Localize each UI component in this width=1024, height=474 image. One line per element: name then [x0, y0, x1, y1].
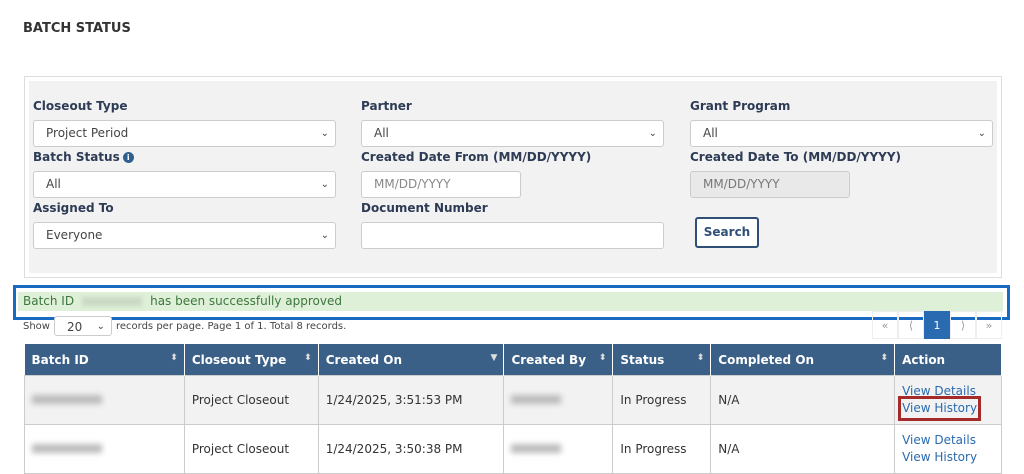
page-size-value: 20	[66, 320, 83, 334]
redacted-user	[511, 395, 562, 404]
table-row: Project Closeout 1/24/2025, 3:51:53 PM I…	[24, 375, 1002, 425]
status-cell: In Progress	[612, 375, 712, 425]
closeout-type-label: Closeout Type	[33, 99, 128, 113]
redacted-batch-id	[32, 395, 102, 404]
created-from-label: Created Date From (MM/DD/YYYY)	[361, 150, 592, 164]
column-header-action: Action	[894, 344, 1002, 376]
alert-prefix: Batch ID	[23, 294, 75, 308]
chevron-down-icon: ⌄	[648, 128, 657, 139]
assigned-to-label: Assigned To	[33, 201, 114, 215]
partner-value: All	[374, 126, 389, 140]
view-history-link[interactable]: View History	[898, 396, 982, 421]
show-label: Show	[23, 321, 50, 332]
batch-status-select[interactable]: All ⌄	[33, 171, 336, 198]
action-cell: View Details View History	[894, 375, 1002, 425]
header-label: Closeout Type	[191, 352, 287, 367]
created-to-label: Created Date To (MM/DD/YYYY)	[690, 150, 902, 164]
first-page-button[interactable]: «	[872, 311, 898, 339]
view-details-link[interactable]: View Details	[902, 384, 976, 398]
closeout-type-select[interactable]: Project Period ⌄	[33, 120, 336, 147]
page-size-select[interactable]: 20 ⌄	[53, 316, 112, 336]
redacted-batch-id	[82, 297, 143, 306]
search-button[interactable]: Search	[695, 217, 759, 248]
chevron-down-icon: ⌄	[320, 179, 329, 190]
highlight-box	[13, 285, 1010, 320]
page-size-control: Show 20 ⌄ records per page. Page 1 of 1. To…	[23, 316, 346, 336]
created-by-cell	[503, 375, 614, 425]
action-cell: View Details View History	[894, 424, 1002, 474]
grant-program-label: Grant Program	[690, 99, 791, 113]
header-label: Batch ID	[31, 352, 89, 367]
view-details-link[interactable]: View Details	[902, 433, 976, 447]
chevron-down-icon: ⌄	[320, 230, 329, 241]
header-label: Completed On	[718, 352, 815, 367]
success-alert: Batch ID has been successfully approved	[18, 292, 1003, 311]
column-header-created-on[interactable]: Created On ▼	[318, 344, 505, 376]
closeout-type-cell: Project Closeout	[183, 375, 319, 425]
created-on-cell: 1/24/2025, 3:51:53 PM	[317, 375, 505, 425]
partner-select[interactable]: All ⌄	[361, 120, 664, 147]
chevron-down-icon: ⌄	[96, 321, 105, 332]
redacted-user	[511, 444, 562, 453]
pagination: « ⟨ 1 ⟩ »	[872, 311, 1002, 339]
table-row: Project Closeout 1/24/2025, 3:50:38 PM I…	[24, 424, 1002, 474]
page-title: BATCH STATUS	[23, 21, 131, 36]
created-from-placeholder: MM/DD/YYYY	[374, 177, 451, 191]
completed-on-cell: N/A	[710, 424, 896, 474]
sort-desc-icon: ▼	[490, 353, 498, 363]
redacted-batch-id	[32, 444, 102, 453]
column-header-status[interactable]: Status ⬍	[612, 344, 712, 376]
column-header-batch-id[interactable]: Batch ID ⬍	[24, 344, 185, 376]
created-to-input[interactable]: MM/DD/YYYY	[690, 171, 850, 198]
created-on-cell: 1/24/2025, 3:50:38 PM	[317, 424, 505, 474]
sort-icon: ⬍	[304, 353, 312, 363]
next-page-button[interactable]: ⟩	[950, 311, 976, 339]
paging-info: records per page. Page 1 of 1. Total 8 r…	[115, 321, 347, 332]
chevron-down-icon: ⌄	[320, 128, 329, 139]
created-to-placeholder: MM/DD/YYYY	[703, 177, 780, 191]
batch-status-value: All	[46, 177, 61, 191]
status-cell: In Progress	[612, 424, 712, 474]
column-header-completed-on[interactable]: Completed On ⬍	[710, 344, 896, 376]
document-number-label: Document Number	[361, 201, 488, 215]
batch-id-cell	[24, 375, 185, 425]
partner-label: Partner	[361, 99, 412, 113]
header-label: Created On	[325, 352, 403, 367]
header-label: Action	[902, 352, 946, 367]
alert-suffix: has been successfully approved	[150, 294, 342, 308]
prev-page-button[interactable]: ⟨	[898, 311, 924, 339]
document-number-input[interactable]	[361, 222, 664, 249]
sort-icon: ⬍	[696, 353, 705, 363]
closeout-type-cell: Project Closeout	[183, 424, 319, 474]
page-1-button[interactable]: 1	[924, 311, 950, 339]
completed-on-cell: N/A	[710, 375, 896, 425]
closeout-type-value: Project Period	[46, 126, 129, 140]
batch-id-cell	[24, 424, 185, 474]
batch-status-label: Batch Status i	[33, 150, 134, 164]
batch-status-label-text: Batch Status	[33, 150, 120, 164]
view-history-link[interactable]: View History	[902, 450, 978, 464]
sort-icon: ⬍	[170, 353, 178, 363]
info-icon[interactable]: i	[122, 152, 134, 163]
last-page-button[interactable]: »	[976, 311, 1002, 339]
grant-program-value: All	[703, 126, 718, 140]
header-label: Status	[620, 352, 665, 367]
column-header-created-by[interactable]: Created By ⬍	[503, 344, 614, 376]
grant-program-select[interactable]: All ⌄	[690, 120, 993, 147]
header-label: Created By	[511, 352, 587, 367]
column-header-closeout-type[interactable]: Closeout Type ⬍	[184, 344, 319, 376]
sort-icon: ⬍	[880, 353, 889, 363]
assigned-to-select[interactable]: Everyone ⌄	[33, 222, 336, 249]
batch-table: Batch ID ⬍ Closeout Type ⬍ Created On ▼ Cre…	[24, 344, 1002, 474]
created-by-cell	[503, 424, 614, 474]
assigned-to-value: Everyone	[46, 228, 103, 242]
sort-icon: ⬍	[598, 353, 607, 363]
created-from-input[interactable]: MM/DD/YYYY	[361, 171, 521, 198]
chevron-down-icon: ⌄	[977, 128, 986, 139]
